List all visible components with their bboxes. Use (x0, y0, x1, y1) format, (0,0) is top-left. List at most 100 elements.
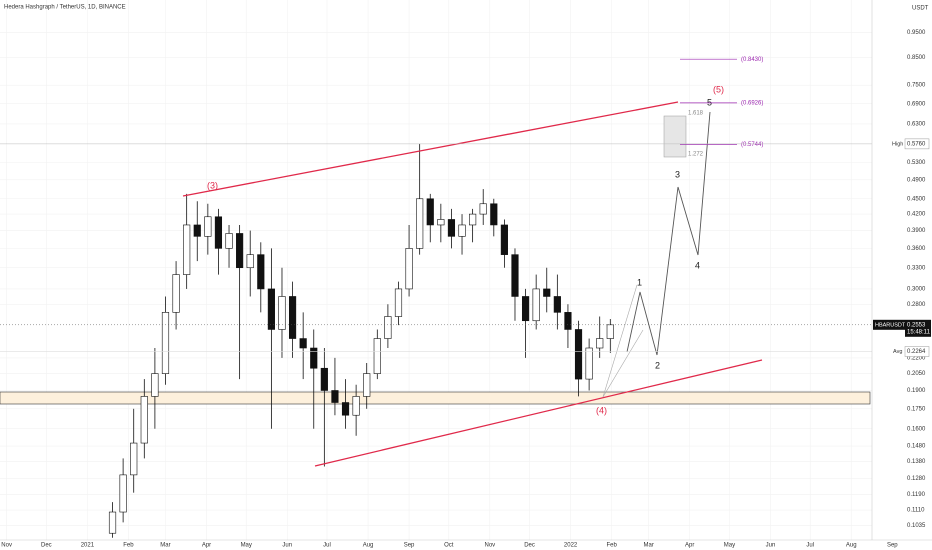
candle-body (416, 198, 424, 249)
y-tick-label: 0.3300 (907, 265, 926, 271)
y-tick-label: 0.1600 (907, 426, 926, 432)
candle-body (437, 219, 445, 226)
y-tick-label: 0.1190 (907, 492, 926, 498)
candle-body (596, 338, 604, 349)
candle-body (183, 224, 191, 275)
avg-tag (904, 346, 930, 357)
candle-body (236, 233, 244, 269)
x-tick-label: Sep (887, 543, 898, 549)
candle-body (479, 203, 487, 215)
x-tick-label: Aug (363, 543, 374, 549)
y-tick-label: 0.9500 (907, 30, 926, 36)
channel-line (602, 329, 644, 398)
y-tick-label: 0.3000 (907, 287, 926, 293)
price-tag (905, 319, 931, 337)
candle-body (352, 396, 360, 416)
axes: 0.9500 0.8500 0.7500 0.6900 0.6300 0.5300 0.49… (1, 30, 931, 549)
y-tick-label: 0.5300 (907, 160, 926, 166)
fib-ratio: 1.272 (688, 152, 704, 158)
y-tick-label: 0.4500 (907, 196, 926, 202)
candle-body (447, 219, 456, 237)
candle-body (363, 373, 371, 397)
x-tick-label: Oct (444, 543, 454, 549)
candle-body (172, 274, 180, 313)
candle-body (405, 248, 413, 290)
candle-body (225, 233, 233, 249)
candle-body (130, 442, 138, 476)
candle-body (331, 390, 339, 403)
fib-level-label: (0.8430) (741, 57, 763, 63)
candle-body (384, 316, 392, 339)
candle-body (341, 402, 350, 416)
y-tick-label: 0.1900 (907, 388, 926, 394)
chart-title: Hedera Hashgraph / TetherUS, 1D, BINANCE (4, 5, 126, 11)
candle-body (500, 224, 508, 255)
y-tick-label: 0.1480 (907, 444, 926, 450)
avg-name: Avg (893, 349, 902, 355)
candle-body (394, 288, 403, 317)
candle-body (585, 347, 593, 380)
candle-body (532, 288, 540, 322)
candle-body (373, 338, 381, 374)
candle-body (310, 347, 318, 369)
candle-body (278, 296, 286, 330)
y-tick-label: 0.2200 (907, 355, 926, 361)
candle-body (119, 474, 127, 513)
wave-label: (5) (713, 84, 724, 94)
candle-body (267, 288, 275, 330)
x-tick-label: Feb (606, 543, 617, 549)
last-price-label: 0.2553 (907, 322, 926, 328)
x-tick-label: Apr (202, 543, 211, 549)
y-tick-label: 0.3900 (907, 228, 926, 234)
support-zone (0, 391, 871, 405)
x-tick-label: Jun (766, 543, 776, 549)
candle-body (108, 511, 117, 534)
x-tick-label: May (724, 543, 735, 549)
grid (0, 0, 872, 540)
candle-body (140, 396, 148, 444)
y-tick-label: 0.4900 (907, 177, 926, 183)
y-unit: USDT (912, 6, 929, 12)
wave-label: 2 (655, 360, 660, 370)
y-tick-label: 0.3600 (907, 246, 926, 252)
x-tick-label: Mar (644, 543, 654, 549)
levels: (0.8430) (0.6926) (0.5744) (0, 57, 872, 352)
candle-body (161, 312, 170, 374)
y-tick-label: 0.1750 (907, 406, 926, 412)
candle-body (511, 254, 519, 297)
wave-label: 1 (637, 277, 642, 287)
candle-body (204, 216, 212, 237)
wave-label: (3) (207, 180, 218, 190)
symbol-label: HBARUSDT (875, 322, 906, 328)
wave-label: 4 (695, 260, 700, 270)
x-tick-label: Dec (524, 543, 535, 549)
wave-projection (626, 111, 711, 356)
x-tick-label: Nov (1, 543, 12, 549)
wave-label: 3 (675, 169, 680, 179)
y-tick-label: 0.8500 (907, 55, 926, 61)
candle-body (574, 329, 583, 380)
candle-body (246, 254, 254, 269)
wave-label: (4) (596, 405, 607, 415)
candle-body (288, 296, 297, 339)
countdown-label: 15:48:11 (907, 329, 931, 335)
symbol-tag (873, 319, 905, 330)
x-tick-label: Apr (685, 543, 694, 549)
x-tick-label: Feb (123, 543, 134, 549)
x-tick-label: Nov (484, 543, 495, 549)
candle-body (469, 213, 477, 226)
candle-body (553, 296, 561, 313)
candle-body (320, 367, 328, 391)
x-tick-label: Dec (41, 543, 52, 549)
candle-body (214, 216, 223, 249)
y-tick-label: 0.1035 (907, 523, 926, 529)
fib-box (663, 115, 687, 158)
channel-line (602, 284, 638, 398)
price-axis (872, 0, 932, 550)
candle-body (426, 198, 434, 226)
candle-body (458, 224, 466, 237)
x-tick-label: Aug (846, 543, 857, 549)
avg-label: 0.2264 (907, 349, 926, 355)
